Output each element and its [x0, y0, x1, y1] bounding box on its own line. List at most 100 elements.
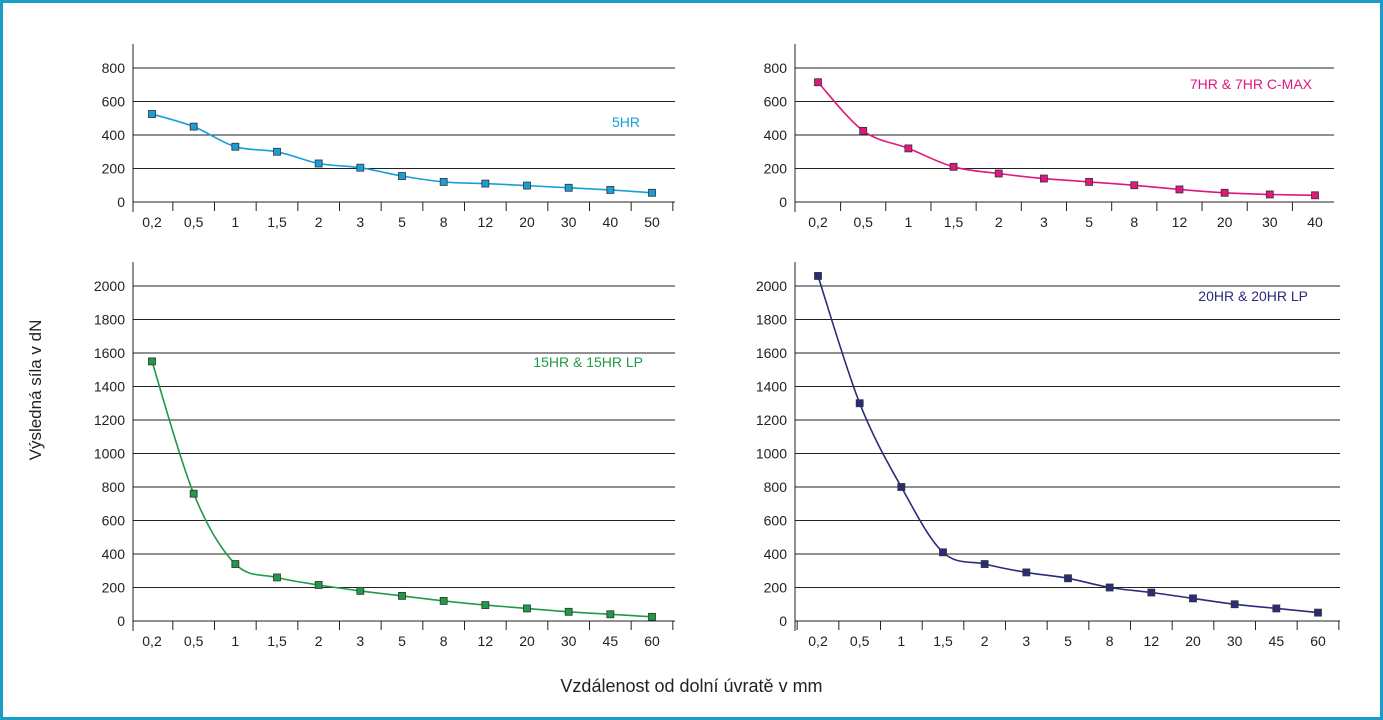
series-label: 5HR — [612, 114, 640, 130]
data-point — [1230, 600, 1239, 609]
series-label: 7HR & 7HR C-MAX — [1190, 76, 1313, 92]
data-point — [897, 483, 906, 491]
y-tick-label: 200 — [102, 161, 126, 177]
series-line — [151, 361, 653, 618]
data-point — [648, 612, 656, 621]
y-tick-label: 200 — [102, 580, 126, 596]
data-point — [814, 78, 822, 87]
x-tick-label: 0,5 — [184, 633, 204, 649]
x-tick-label: 45 — [603, 633, 619, 649]
data-point — [523, 181, 531, 190]
x-tick-label: 1 — [231, 214, 239, 230]
data-point — [1311, 191, 1319, 200]
x-tick-label: 5 — [398, 633, 406, 649]
x-tick-label: 3 — [356, 633, 364, 649]
x-tick-label: 1 — [897, 633, 905, 649]
x-tick-label: 1,5 — [267, 633, 287, 649]
x-tick-label: 12 — [1172, 214, 1188, 230]
data-point — [481, 601, 490, 609]
x-tick-label: 12 — [1144, 633, 1160, 649]
x-tick-label: 3 — [356, 214, 364, 230]
y-tick-label: 1000 — [94, 446, 125, 462]
data-point — [231, 560, 240, 568]
y-tick-label: 1600 — [756, 345, 787, 361]
series-line — [817, 81, 1316, 197]
y-tick-label: 0 — [117, 613, 125, 629]
data-point — [564, 607, 573, 616]
y-tick-label: 1600 — [94, 345, 125, 361]
series-line — [151, 113, 653, 194]
x-tick-label: 8 — [1106, 633, 1114, 649]
x-tick-label: 40 — [1307, 214, 1323, 230]
x-tick-label: 8 — [440, 633, 448, 649]
x-tick-label: 20 — [519, 633, 535, 649]
data-point — [148, 357, 156, 366]
x-tick-label: 2 — [981, 633, 989, 649]
y-tick-label: 1800 — [756, 312, 787, 328]
x-tick-label: 2 — [995, 214, 1003, 230]
data-point — [1105, 583, 1114, 592]
data-point — [273, 573, 281, 582]
y-tick-label: 600 — [764, 513, 788, 529]
y-tick-label: 2000 — [756, 278, 787, 294]
data-point — [398, 591, 406, 600]
data-point — [1314, 608, 1322, 617]
x-tick-label: 5 — [1085, 214, 1093, 230]
data-point — [606, 186, 615, 194]
x-tick-label: 0,2 — [142, 633, 162, 649]
chart-2: 0 200 400 600 800 0,2 0,5 1 1,5 2 3 5 8 12 20 30 40 7HR &… — [764, 44, 1334, 230]
series-label: 15HR & 15HR LP — [533, 354, 643, 370]
series-line — [817, 275, 1319, 614]
chart-4: 0 200 400 600 800 1000 1200 1400 1600 1800 2000 0,2… — [756, 262, 1340, 649]
data-point — [564, 183, 573, 192]
data-point — [314, 581, 323, 589]
data-point — [439, 177, 448, 186]
x-tick-label: 30 — [561, 633, 577, 649]
y-tick-label: 1200 — [756, 412, 787, 428]
series-label: 20HR & 20HR LP — [1198, 288, 1308, 304]
chart-3: 0 200 400 600 800 1000 1200 1400 1600 1800 2000 0,2… — [94, 262, 675, 649]
x-tick-label: 2 — [315, 214, 323, 230]
x-tick-label: 1 — [904, 214, 912, 230]
x-tick-label: 8 — [440, 214, 448, 230]
data-point — [648, 188, 656, 197]
x-tick-label: 8 — [1130, 214, 1138, 230]
x-tick-label: 50 — [644, 214, 660, 230]
x-tick-label: 1 — [231, 633, 239, 649]
y-tick-label: 600 — [102, 94, 126, 110]
data-point — [1175, 185, 1184, 194]
x-tick-label: 5 — [398, 214, 406, 230]
y-tick-label: 400 — [764, 546, 788, 562]
x-tick-label: 0,2 — [808, 214, 828, 230]
y-tick-label: 2000 — [94, 278, 125, 294]
y-tick-label: 400 — [102, 127, 126, 143]
x-tick-label: 20 — [519, 214, 535, 230]
data-point — [1189, 594, 1197, 603]
y-axis-label: Výsledná síla v dN — [26, 319, 45, 461]
x-tick-label: 1,5 — [944, 214, 964, 230]
x-tick-label: 0,5 — [850, 633, 870, 649]
x-tick-label: 45 — [1269, 633, 1285, 649]
x-tick-label: 30 — [1227, 633, 1243, 649]
x-tick-label: 0,5 — [184, 214, 204, 230]
x-tick-label: 0,2 — [142, 214, 162, 230]
y-tick-label: 800 — [764, 479, 788, 495]
data-point — [1272, 604, 1281, 613]
y-tick-label: 600 — [102, 513, 126, 529]
data-point — [273, 147, 281, 156]
x-axis-label: Vzdálenost od dolní úvratě v mm — [560, 676, 823, 696]
y-tick-label: 200 — [764, 161, 788, 177]
x-tick-label: 0,2 — [808, 633, 828, 649]
data-point — [189, 489, 198, 498]
x-tick-label: 12 — [478, 633, 494, 649]
data-point — [1040, 174, 1048, 183]
x-tick-label: 40 — [603, 214, 619, 230]
y-tick-label: 1000 — [756, 446, 787, 462]
data-point — [1265, 190, 1274, 199]
y-tick-label: 800 — [102, 479, 126, 495]
data-point — [398, 172, 406, 180]
x-tick-label: 5 — [1064, 633, 1072, 649]
x-tick-label: 3 — [1022, 633, 1030, 649]
data-point — [1022, 568, 1031, 577]
